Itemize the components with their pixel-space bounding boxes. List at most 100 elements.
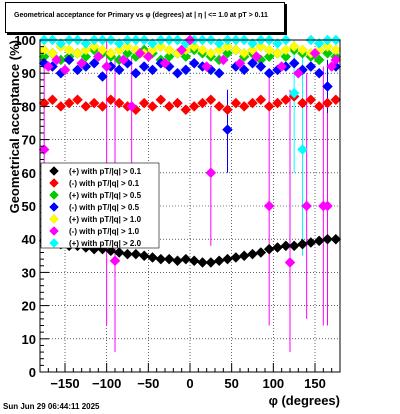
legend-marker: [49, 226, 59, 236]
data-point: [238, 47, 250, 59]
data-point: [213, 67, 225, 79]
data-point: [72, 64, 83, 76]
axis-ticks: −150 −100 −50 0 50 100 150 0 10 20 30 40 50 60 70 80 90 1…: [14, 33, 333, 391]
legend-label: (-) with pT/|q| > 0.1: [69, 179, 140, 188]
data-point: [72, 47, 83, 59]
data-point: [97, 71, 108, 82]
y-tick-label: 30: [22, 265, 36, 280]
x-tick-label: −150: [50, 376, 79, 391]
y-tick-label: 20: [22, 299, 36, 314]
data-point: [288, 240, 300, 252]
data-point: [163, 44, 175, 56]
data-point: [276, 61, 288, 72]
data-point: [180, 253, 192, 265]
legend-label: (-) with pT/|q| > 0.5: [69, 203, 140, 212]
data-point: [88, 41, 100, 52]
data-point: [313, 235, 325, 247]
data-point: [101, 61, 113, 72]
data-point: [47, 94, 58, 106]
data-point: [63, 97, 75, 109]
y-tick-label: 60: [22, 166, 36, 181]
data-point: [51, 54, 63, 66]
data-point: [272, 97, 283, 109]
data-point: [238, 64, 250, 76]
data-point: [313, 101, 325, 112]
chart-title-box: Geometrical acceptance for Primary vs φ …: [5, 2, 285, 33]
data-point: [297, 144, 308, 155]
data-point: [288, 57, 300, 69]
x-tick-label: 150: [304, 376, 326, 391]
data-point: [263, 51, 275, 62]
data-point: [180, 104, 192, 116]
data-point: [272, 242, 283, 253]
x-axis-title: φ (degrees): [269, 393, 340, 408]
data-point: [155, 94, 167, 106]
data-point: [230, 252, 242, 263]
y-tick-label: 10: [22, 332, 36, 347]
legend-marker: [49, 178, 59, 188]
data-point: [180, 64, 192, 76]
data-point: [305, 61, 317, 72]
data-point: [284, 257, 296, 268]
data-point: [255, 41, 267, 52]
y-tick-label: 50: [22, 199, 36, 214]
chart-title: Geometrical acceptance for Primary vs φ …: [14, 12, 268, 19]
data-layer: [38, 34, 342, 353]
data-point: [126, 101, 138, 112]
data-point: [322, 47, 333, 59]
data-point: [80, 37, 92, 49]
data-point: [205, 257, 217, 268]
legend: (+) with pT/|q| > 0.1 (-) with pT/|q| > 0…: [40, 162, 160, 249]
legend-box: [40, 162, 160, 249]
data-point: [163, 253, 175, 265]
data-point: [197, 97, 208, 109]
data-point: [213, 101, 225, 112]
timestamp: Sun Jun 29 06:44:11 2025: [3, 402, 100, 411]
legend-label: (+) with pT/|q| > 1.0: [69, 215, 142, 224]
data-point: [263, 44, 275, 56]
data-point: [113, 97, 125, 109]
data-point: [280, 44, 292, 56]
data-point: [288, 87, 300, 99]
data-point: [217, 54, 229, 66]
data-point: [155, 41, 167, 52]
data-point: [63, 44, 75, 56]
data-point: [63, 54, 75, 66]
data-point: [330, 94, 342, 106]
data-point: [59, 64, 71, 76]
data-point: [213, 44, 225, 56]
data-point: [122, 248, 133, 260]
data-point: [255, 247, 267, 258]
data-point: [313, 67, 325, 79]
data-point: [247, 44, 258, 56]
data-point: [97, 101, 108, 112]
data-point: [305, 94, 317, 106]
data-point: [280, 240, 292, 252]
data-point: [222, 47, 233, 59]
data-point: [188, 255, 200, 267]
data-point: [297, 97, 308, 109]
data-point: [247, 57, 258, 69]
legend-marker: [49, 238, 59, 248]
y-tick-label: 0: [29, 365, 36, 380]
data-point: [113, 64, 125, 76]
data-point: [88, 97, 100, 109]
data-point: [222, 104, 233, 116]
data-point: [72, 94, 83, 106]
data-point: [142, 51, 154, 62]
data-point: [330, 233, 342, 245]
data-point: [38, 97, 50, 109]
data-point: [322, 41, 333, 52]
x-tick-label: 0: [186, 376, 193, 391]
data-point: [155, 253, 167, 265]
data-point: [263, 67, 275, 79]
y-tick-label: 90: [22, 66, 36, 81]
data-point: [205, 47, 217, 59]
data-point: [292, 67, 304, 79]
legend-label: (-) with pT/|q| > 1.0: [69, 227, 140, 236]
data-point: [272, 37, 283, 49]
data-point: [238, 250, 250, 262]
data-point: [147, 44, 158, 56]
data-point: [301, 200, 313, 212]
